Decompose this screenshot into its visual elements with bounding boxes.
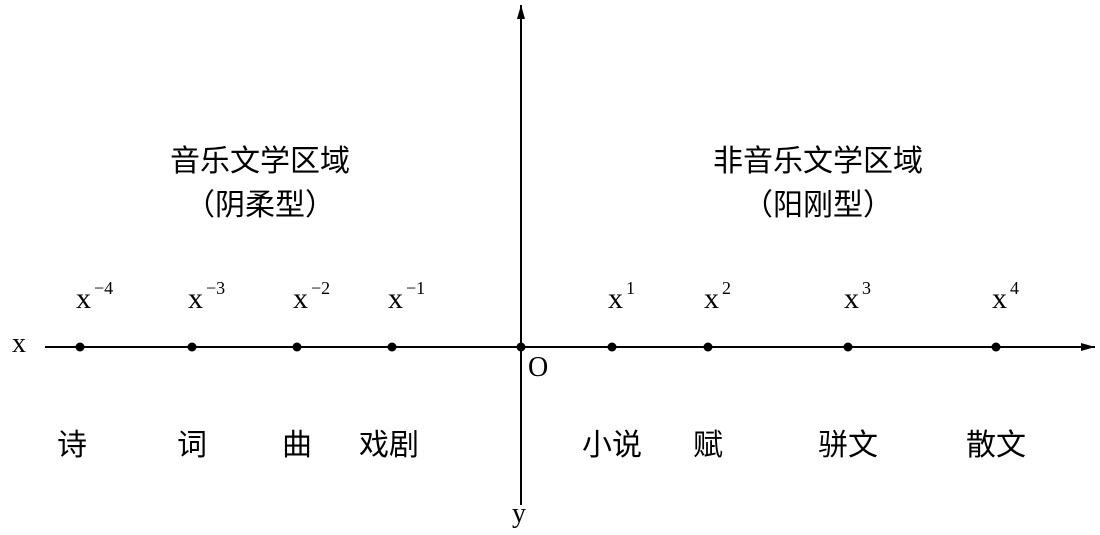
y-axis-label: y (512, 498, 526, 529)
x-axis-label: x (12, 328, 26, 359)
genre-label: 赋 (693, 428, 723, 463)
axis-point (387, 342, 397, 352)
power-exponent: 2 (722, 278, 731, 298)
axis-point (703, 342, 713, 352)
axis-point (292, 342, 302, 352)
genre-label: 诗 (57, 428, 87, 463)
power-base: x (704, 282, 719, 315)
power-exponent: 1 (626, 278, 635, 298)
axis-point (843, 342, 853, 352)
genre-label: 骈文 (818, 428, 878, 463)
genre-label: 曲 (282, 428, 312, 463)
point-power-label: x −3 (188, 278, 225, 316)
axis-point (991, 342, 1001, 352)
power-base: x (388, 282, 403, 315)
power-base: x (992, 282, 1007, 315)
power-exponent: −3 (206, 278, 226, 298)
axis-point (187, 342, 197, 352)
origin-label: O (528, 352, 549, 383)
genre-label: 戏剧 (359, 428, 419, 463)
left-region-title: 音乐文学区域 (170, 144, 350, 179)
power-exponent: 4 (1010, 278, 1019, 298)
left-region-label: 音乐文学区域 （阴柔型） (110, 140, 410, 228)
power-base: x (844, 282, 859, 315)
left-region-subtitle: （阴柔型） (185, 188, 335, 223)
genre-label: 小说 (582, 428, 642, 463)
power-exponent: −2 (311, 278, 331, 298)
right-region-title: 非音乐文学区域 (713, 144, 923, 179)
power-base: x (188, 282, 203, 315)
point-power-label: x −4 (76, 278, 113, 316)
genre-label: 词 (177, 428, 207, 463)
power-exponent: −4 (94, 278, 114, 298)
right-region-subtitle: （阳刚型） (743, 188, 893, 223)
right-region-label: 非音乐文学区域 （阳刚型） (668, 140, 968, 228)
power-exponent: 3 (862, 278, 871, 298)
genre-label: 散文 (966, 428, 1026, 463)
axis-point (607, 342, 617, 352)
point-power-label: x −2 (293, 278, 330, 316)
axis-point (75, 342, 85, 352)
origin-point (516, 342, 526, 352)
point-power-label: x −1 (388, 278, 425, 316)
power-exponent: −1 (406, 278, 426, 298)
power-base: x (76, 282, 91, 315)
power-base: x (608, 282, 623, 315)
power-base: x (293, 282, 308, 315)
